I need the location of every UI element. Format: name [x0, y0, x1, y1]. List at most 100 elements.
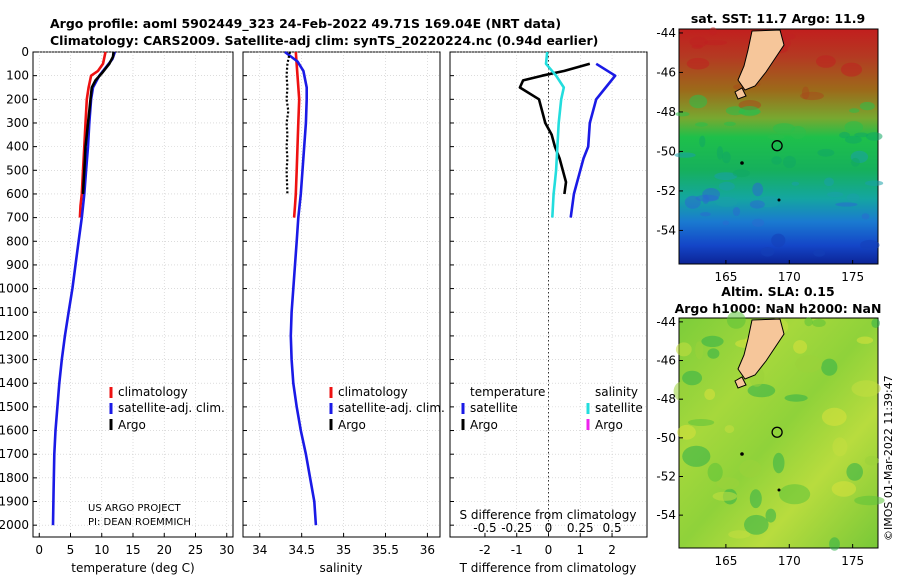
legend-climatology-label: climatology [338, 385, 408, 399]
x-tick-label: 30 [219, 543, 234, 557]
x-tick-label: 0 [545, 543, 553, 557]
x-tick-label: 1 [576, 543, 584, 557]
x-tick-label: 20 [157, 543, 172, 557]
lat-tick-label: -44 [656, 315, 676, 329]
sla-texture-patch [832, 437, 848, 457]
profile-curves [51, 50, 617, 526]
sst-texture-patch [849, 108, 860, 113]
depth-tick-label: 600 [6, 187, 29, 201]
salinity-legend: climatology satellite-adj. clim. Argo [329, 385, 445, 432]
legend-argo-label: Argo [118, 418, 146, 432]
temperature-panel [32, 51, 234, 538]
depth-tick-label: 100 [6, 69, 29, 83]
temperature-legend: climatology satellite-adj. clim. Argo [109, 385, 225, 432]
s-difference-tick-label: -0.5 [473, 521, 496, 535]
x-tick-label: 34 [252, 543, 267, 557]
depth-tick-label: 0 [21, 45, 29, 59]
lat-tick-label: -50 [656, 431, 676, 445]
sst-texture-patch [722, 220, 730, 226]
sla-texture-patch [821, 358, 838, 376]
sst-texture-patch [791, 181, 800, 186]
legend-s-argo-label: Argo [595, 418, 623, 432]
sla-texture-patch [795, 355, 823, 373]
sst-texture-patch [771, 233, 786, 248]
x-tick-label: 15 [125, 543, 140, 557]
profile-line-climatology [78, 51, 107, 218]
sst-texture-patch [817, 148, 835, 157]
sla-texture-patch [784, 394, 808, 402]
header-line-1: Argo profile: aoml 5902449_323 24-Feb-20… [50, 16, 561, 32]
sst-texture-patch [709, 27, 717, 36]
legend-s-satellite-label: satellite [595, 401, 643, 415]
sla-texture-patch [744, 514, 769, 535]
lon-tick-label: 175 [841, 554, 864, 568]
lat-tick-label: -44 [656, 26, 676, 40]
sst-texture-patch [686, 57, 710, 70]
sst-texture-patch [752, 218, 765, 227]
x-tick-label: 35.5 [372, 543, 399, 557]
sla-island-dot [777, 488, 781, 492]
sst-texture-patch [739, 106, 760, 117]
x-tick-label: 2 [608, 543, 616, 557]
legend-argo-label: Argo [338, 418, 366, 432]
sst-texture-patch [723, 121, 736, 126]
sla-texture-patch [804, 317, 813, 327]
depth-tick-label: 2000 [0, 518, 29, 532]
sla-texture-patch [851, 380, 881, 397]
sst-texture-patch [699, 135, 706, 148]
sst-texture-patch [861, 213, 870, 220]
x-tick-label: 25 [188, 543, 203, 557]
sla-texture [673, 311, 885, 551]
sst-texture-patch [840, 62, 863, 77]
profile-line-satellite-t [569, 62, 617, 218]
depth-tick-label: 1300 [0, 353, 29, 367]
sla-map-title-1: Altim. SLA: 0.15 [721, 284, 834, 299]
sla-land-south-island [737, 318, 785, 380]
depth-tick-label: 1200 [0, 329, 29, 343]
sla-texture-patch [772, 452, 785, 474]
depth-tick-label: 500 [6, 163, 29, 177]
sst-map-axes: -44 -46 -48 -50 -52 -54 165 170 175 [656, 26, 864, 284]
sst-land-stewart-island [734, 87, 747, 100]
tick-layer: 0 5 10 15 20 25 30 34 34.5 35 35.5 36 -2 -1 0 1 20100200… [0, 45, 622, 557]
sla-texture-patch [829, 537, 840, 551]
sst-texture-patch [722, 151, 731, 164]
depth-tick-label: 700 [6, 211, 29, 225]
sst-texture-patch [732, 169, 751, 178]
sst-texture-patch [835, 202, 858, 207]
s-difference-axis-label: S difference from climatology [460, 508, 637, 522]
sla-texture-patch [724, 425, 735, 434]
lon-tick-label: 165 [714, 270, 737, 284]
sst-texture-patch [674, 152, 696, 158]
lon-tick-label: 175 [841, 270, 864, 284]
x-tick-label: 5 [67, 543, 75, 557]
sst-texture-patch [714, 172, 738, 181]
sla-map [673, 311, 885, 551]
sla-land-stewart-island [734, 376, 747, 389]
sla-texture-patch [765, 508, 777, 523]
sst-texture-patch [865, 180, 884, 186]
sst-texture-patch [716, 146, 724, 160]
sst-texture-patch [718, 181, 735, 191]
sst-texture-patch [689, 94, 708, 109]
sla-texture-patch [749, 489, 762, 509]
t-difference-axis-label: T difference from climatology [459, 561, 637, 575]
profile-line-argo-t [518, 62, 591, 195]
legend-satellite-label: satellite-adj. clim. [118, 401, 225, 415]
sst-texture-patch [846, 193, 860, 202]
legend-t-argo-label: Argo [470, 418, 498, 432]
sla-texture-patch [864, 455, 879, 466]
sst-texture-patch [783, 155, 796, 169]
lat-tick-label: -54 [656, 508, 676, 522]
lat-tick-label: -50 [656, 144, 676, 158]
sst-texture-patch [691, 44, 703, 49]
legend-t-satellite-label: satellite [470, 401, 518, 415]
sst-texture-patch [860, 239, 880, 251]
depth-tick-label: 1500 [0, 400, 29, 414]
sst-texture-patch [801, 86, 810, 100]
sst-island-dot [777, 198, 781, 202]
legend-climatology-label: climatology [118, 385, 188, 399]
project-note-line-2: PI: DEAN ROEMMICH [88, 517, 191, 528]
depth-tick-label: 1600 [0, 424, 29, 438]
